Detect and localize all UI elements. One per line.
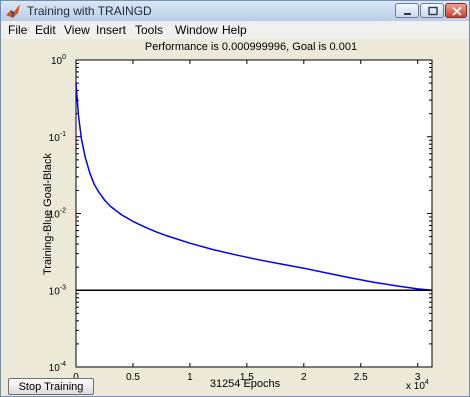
close-button[interactable] [445, 3, 467, 18]
x-tick-label: 0 [73, 372, 79, 383]
x-tick-label: 3 [415, 372, 421, 383]
minimize-button[interactable] [395, 3, 419, 18]
x-axis-label: 31254 Epochs [210, 378, 281, 390]
y-tick-label: 10-4 [49, 361, 66, 374]
x-tick-label: 1.5 [240, 372, 254, 383]
x-tick-label: 1 [187, 372, 193, 383]
maximize-button[interactable] [420, 3, 444, 18]
plot-area [75, 59, 433, 368]
close-icon [452, 6, 462, 16]
menu-file[interactable]: File [8, 23, 28, 37]
series-line-training [75, 83, 433, 292]
menu-tools[interactable]: Tools [135, 23, 164, 37]
y-tick-label: 100 [51, 54, 66, 67]
x-exponent-label: x 104 [406, 379, 429, 392]
performance-chart: Performance is 0.000999996, Goal is 0.00… [42, 41, 433, 392]
y-tick-label: 10-1 [49, 131, 66, 144]
menu-insert[interactable]: Insert [96, 23, 127, 37]
maximize-icon [428, 6, 438, 16]
menu-window[interactable]: Window [175, 23, 218, 37]
stop-training-button[interactable]: Stop Training [8, 378, 94, 395]
data-series [75, 83, 433, 292]
x-exponent: 4 [425, 379, 429, 386]
menu-help[interactable]: Help [222, 23, 247, 37]
chart-title: Performance is 0.000999996, Goal is 0.00… [145, 41, 357, 53]
axis-ticks: 0 0.5 1 1.5 2 2.5 3 100 10-1 10-2 10-3 10-4 [49, 54, 432, 383]
menu-bar: File Edit View Insert Tools Window Help [1, 21, 469, 39]
title-bar[interactable]: Training with TRAINGD [1, 1, 469, 22]
matlab-icon [6, 4, 20, 18]
x-tick-label: 0.5 [126, 372, 140, 383]
menu-edit[interactable]: Edit [35, 23, 56, 37]
minimize-icon [404, 13, 411, 15]
window-title: Training with TRAINGD [27, 4, 152, 18]
menu-view[interactable]: View [64, 23, 90, 37]
y-axis-label: Training-Blue Goal-Black [42, 153, 54, 275]
y-tick-label: 10-2 [49, 208, 66, 221]
y-tick-label: 10-3 [49, 284, 66, 297]
x-tick-label: 2.5 [354, 372, 368, 383]
x-tick-label: 2 [301, 372, 307, 383]
